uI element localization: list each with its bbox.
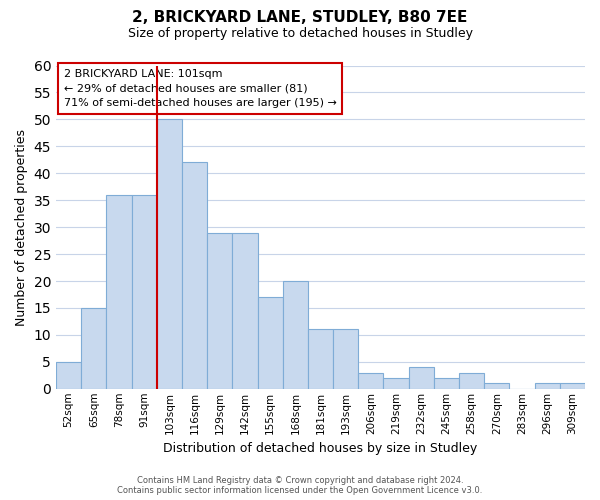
Bar	[459, 372, 484, 389]
Bar	[308, 330, 333, 389]
Text: Size of property relative to detached houses in Studley: Size of property relative to detached ho…	[128, 28, 473, 40]
Bar	[207, 232, 232, 389]
Bar	[434, 378, 459, 389]
Text: 2, BRICKYARD LANE, STUDLEY, B80 7EE: 2, BRICKYARD LANE, STUDLEY, B80 7EE	[133, 10, 467, 25]
Text: 2 BRICKYARD LANE: 101sqm
← 29% of detached houses are smaller (81)
71% of semi-d: 2 BRICKYARD LANE: 101sqm ← 29% of detach…	[64, 68, 337, 108]
Bar	[358, 372, 383, 389]
Bar	[333, 330, 358, 389]
Bar	[257, 297, 283, 389]
Bar	[106, 195, 131, 389]
Bar	[283, 281, 308, 389]
Bar	[56, 362, 81, 389]
Bar	[383, 378, 409, 389]
Y-axis label: Number of detached properties: Number of detached properties	[15, 128, 28, 326]
Bar	[560, 384, 585, 389]
X-axis label: Distribution of detached houses by size in Studley: Distribution of detached houses by size …	[163, 442, 478, 455]
Bar	[232, 232, 257, 389]
Bar	[484, 384, 509, 389]
Bar	[81, 308, 106, 389]
Bar	[409, 367, 434, 389]
Bar	[131, 195, 157, 389]
Bar	[182, 162, 207, 389]
Text: Contains HM Land Registry data © Crown copyright and database right 2024.
Contai: Contains HM Land Registry data © Crown c…	[118, 476, 482, 495]
Bar	[535, 384, 560, 389]
Bar	[157, 120, 182, 389]
